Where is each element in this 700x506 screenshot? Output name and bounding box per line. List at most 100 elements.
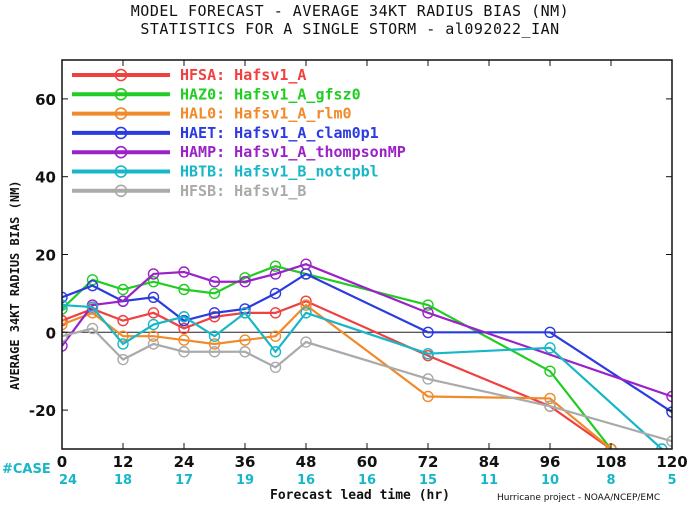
data-point xyxy=(208,338,221,350)
data-point xyxy=(208,307,221,319)
legend-marker xyxy=(114,165,128,178)
data-point xyxy=(117,353,129,366)
case-count: 19 xyxy=(236,473,254,488)
data-point xyxy=(666,435,672,447)
data-point xyxy=(147,338,160,350)
series-line-3 xyxy=(62,272,672,413)
case-count: 17 xyxy=(175,473,193,488)
case-count: 15 xyxy=(419,473,437,488)
chart-title: MODEL FORECAST - AVERAGE 34KT RADIUS BIA… xyxy=(130,2,570,20)
legend-label: HBTB: Hafsv1_B_notcpbl xyxy=(180,163,379,181)
data-point xyxy=(269,307,282,319)
data-point xyxy=(269,287,282,300)
data-point xyxy=(269,346,282,358)
data-point xyxy=(147,276,160,288)
data-point xyxy=(208,346,221,358)
data-point xyxy=(422,390,434,403)
data-point xyxy=(147,268,160,280)
legend-label: HAET: Hafsv1_A_clam0p1 xyxy=(180,124,379,142)
x-tick-label: 120 xyxy=(656,453,687,471)
y-tick-label: 60 xyxy=(35,91,56,109)
data-point xyxy=(422,299,434,311)
data-point xyxy=(86,279,99,292)
data-point xyxy=(62,340,68,352)
chart-subtitle: STATISTICS FOR A SINGLE STORM - al092022… xyxy=(140,20,560,38)
data-point xyxy=(208,287,221,300)
case-count: 16 xyxy=(297,473,315,488)
data-point xyxy=(178,311,190,323)
x-tick-label: 84 xyxy=(479,453,500,471)
data-point xyxy=(269,330,282,342)
data-point xyxy=(239,307,251,319)
case-count: 18 xyxy=(114,473,132,488)
x-tick-label: 0 xyxy=(57,453,67,471)
data-point xyxy=(300,258,312,270)
data-point xyxy=(117,338,129,350)
legend-label: HAZ0: Hafsv1_A_gfsz0 xyxy=(180,85,361,103)
data-point xyxy=(62,318,68,331)
data-point xyxy=(62,330,68,342)
series-line-6 xyxy=(62,327,672,443)
legend-marker xyxy=(114,68,128,82)
data-point xyxy=(300,307,312,319)
case-count: 10 xyxy=(541,473,559,488)
data-point xyxy=(117,295,129,307)
data-point xyxy=(208,276,221,288)
legend-label: HAL0: Hafsv1_A_rlm0 xyxy=(180,105,352,123)
data-point xyxy=(86,322,99,335)
data-point xyxy=(147,318,160,331)
data-point xyxy=(544,326,556,338)
data-point xyxy=(208,330,221,342)
case-label: #CASE xyxy=(2,462,51,477)
data-point xyxy=(178,334,190,346)
y-tick-label: 0 xyxy=(46,324,56,342)
x-tick-label: 108 xyxy=(595,453,626,471)
data-point xyxy=(208,311,221,323)
data-point xyxy=(300,299,312,311)
data-point xyxy=(239,276,251,288)
legend-marker xyxy=(114,88,128,101)
legend-marker xyxy=(114,184,128,198)
data-point xyxy=(544,400,556,412)
case-count: 5 xyxy=(667,473,676,488)
series-line-5 xyxy=(62,303,663,449)
data-point xyxy=(147,291,160,303)
legend-marker xyxy=(114,107,128,120)
data-point xyxy=(422,373,434,385)
data-point xyxy=(422,347,434,360)
series-line-2 xyxy=(62,303,612,449)
x-tick-label: 60 xyxy=(357,453,378,471)
data-point xyxy=(62,303,68,315)
legend-label: HAMP: Hafsv1_A_thompsonMP xyxy=(180,143,406,161)
series-line-1 xyxy=(62,265,612,449)
y-tick-label: -20 xyxy=(29,402,56,420)
data-point xyxy=(422,326,434,338)
series-line-4 xyxy=(62,263,672,398)
data-point xyxy=(239,334,251,346)
data-point xyxy=(117,314,129,327)
x-tick-label: 36 xyxy=(235,453,256,471)
data-point xyxy=(544,392,556,405)
y-tick-label: 40 xyxy=(35,169,56,187)
case-count: 8 xyxy=(606,473,615,488)
data-point xyxy=(269,260,282,272)
data-point xyxy=(544,342,556,354)
legend-marker xyxy=(114,145,128,159)
data-point xyxy=(117,283,129,296)
x-tick-label: 48 xyxy=(296,453,317,471)
data-point xyxy=(147,330,160,342)
data-point xyxy=(269,268,282,280)
data-point xyxy=(239,272,251,284)
data-point xyxy=(62,314,68,327)
x-tick-label: 72 xyxy=(418,453,439,471)
case-count: 11 xyxy=(480,473,498,488)
data-point xyxy=(300,336,312,348)
x-tick-label: 12 xyxy=(113,453,134,471)
data-point xyxy=(62,299,68,311)
data-point xyxy=(178,322,190,335)
case-count: 16 xyxy=(358,473,376,488)
data-point xyxy=(666,406,672,418)
x-axis-label: Forecast lead time (hr) xyxy=(270,488,451,503)
data-point xyxy=(656,443,668,449)
